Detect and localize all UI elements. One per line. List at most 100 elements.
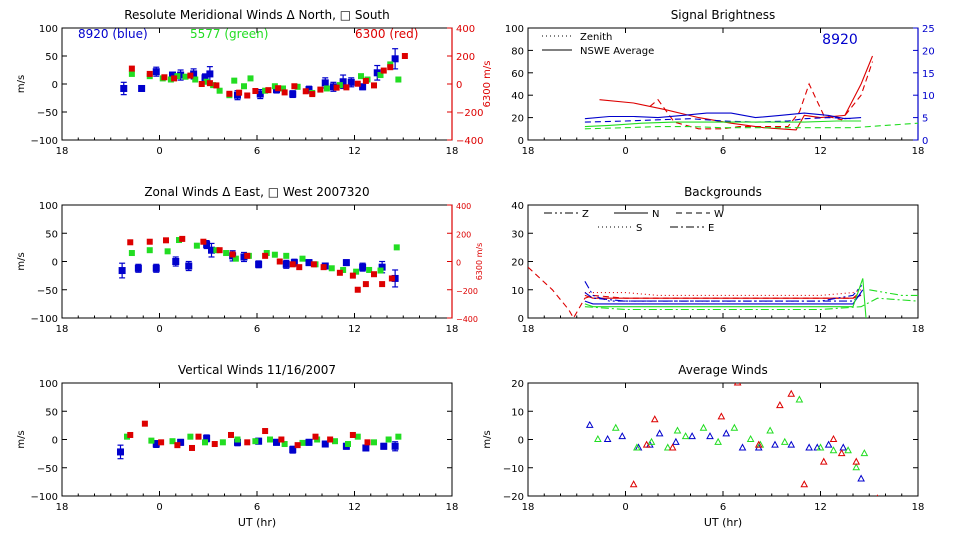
y-tick-label: −100 xyxy=(31,136,58,147)
data-point xyxy=(182,73,189,80)
data-point xyxy=(359,263,367,271)
x-tick-label: 6 xyxy=(720,324,726,335)
data-point xyxy=(672,437,680,445)
panel-zonal-winds: Zonal Winds Δ East, □ West 2007320 18 0 6 12… xyxy=(16,185,484,335)
y-tick-label: 0 xyxy=(518,314,524,325)
data-point xyxy=(164,248,171,255)
y2-tick-label: 400 xyxy=(456,202,471,211)
data-point xyxy=(787,389,796,397)
data-point xyxy=(281,441,288,448)
data-point xyxy=(241,83,247,90)
data-point xyxy=(371,82,377,89)
x-axis-label: UT (hr) xyxy=(238,516,276,529)
plot-area xyxy=(584,55,918,131)
data-point xyxy=(655,429,664,437)
data-point xyxy=(202,439,208,446)
data-point xyxy=(276,258,283,265)
data-point xyxy=(776,401,784,409)
y2-tick-label: 20 xyxy=(922,46,935,57)
data-point xyxy=(310,261,317,268)
data-point xyxy=(232,255,239,262)
plot-frame xyxy=(527,27,919,141)
data-point xyxy=(299,255,306,262)
data-point xyxy=(128,65,135,72)
data-point xyxy=(226,90,233,97)
series-line xyxy=(584,294,862,299)
data-point xyxy=(333,84,340,91)
data-point xyxy=(198,81,205,87)
y2-tick-label: 200 xyxy=(456,230,471,239)
data-point xyxy=(839,443,848,451)
data-point xyxy=(387,64,394,71)
y2-tick-label: 15 xyxy=(922,69,935,80)
x-tick-label: 18 xyxy=(56,502,69,513)
y-tick-label: 40 xyxy=(511,91,524,102)
x-tick-label: 18 xyxy=(912,146,925,157)
y2-tick-label: 25 xyxy=(922,24,935,35)
x-tick-label: 6 xyxy=(254,146,260,157)
data-point xyxy=(585,420,594,428)
data-point xyxy=(134,264,142,272)
data-point xyxy=(229,251,236,258)
data-point xyxy=(192,76,199,83)
data-point xyxy=(275,85,282,92)
data-point xyxy=(158,439,165,446)
y2-tick-label: 5 xyxy=(922,114,928,125)
data-point xyxy=(141,420,148,427)
data-point xyxy=(730,423,739,431)
data-point xyxy=(819,457,828,465)
x-tick-label: 12 xyxy=(814,146,827,157)
data-point xyxy=(206,80,213,87)
x-tick-label: 12 xyxy=(814,502,827,513)
x-tick-label: 18 xyxy=(912,324,925,335)
y-tick-label: 50 xyxy=(45,407,58,418)
data-point xyxy=(321,440,329,448)
x-tick-label: 0 xyxy=(156,146,162,157)
data-point xyxy=(738,443,747,451)
data-point xyxy=(281,89,288,96)
chart-title: Resolute Meridional Winds Δ North, □ Sou… xyxy=(124,8,390,22)
data-point xyxy=(393,244,400,251)
y2-tick-label: −200 xyxy=(456,108,483,119)
y2-tick-label: −400 xyxy=(456,136,483,147)
x-tick-label: 18 xyxy=(446,324,459,335)
data-point xyxy=(358,73,364,80)
data-point xyxy=(244,252,251,259)
data-point xyxy=(388,275,395,282)
series-line xyxy=(584,112,862,120)
data-point xyxy=(309,91,316,98)
data-point xyxy=(146,70,153,77)
data-point xyxy=(262,252,269,259)
x-tick-label: 18 xyxy=(522,324,535,335)
data-point xyxy=(722,429,731,437)
data-point xyxy=(231,77,238,84)
x-tick-label: 0 xyxy=(622,324,628,335)
data-point xyxy=(754,440,763,448)
data-point xyxy=(633,443,641,451)
y2-tick-label: 400 xyxy=(456,24,475,35)
data-point xyxy=(256,90,264,98)
data-point xyxy=(347,78,355,86)
plot-area xyxy=(585,383,879,496)
y-tick-label: 100 xyxy=(39,379,58,390)
y-tick-label: −10 xyxy=(503,464,524,475)
data-point xyxy=(771,440,779,448)
data-point xyxy=(663,443,672,451)
data-point xyxy=(354,286,361,293)
data-point xyxy=(829,434,838,442)
data-point xyxy=(187,72,194,79)
legend-entry: Zenith xyxy=(580,32,612,43)
legend-entry: 6300 (red) xyxy=(355,27,418,41)
data-point xyxy=(247,75,254,82)
plot-frame xyxy=(61,27,453,141)
y-tick-label: 20 xyxy=(511,114,524,125)
data-point xyxy=(146,238,153,245)
data-point xyxy=(252,438,259,445)
data-point xyxy=(379,281,386,288)
legend-entry: Z xyxy=(582,209,589,220)
x-tick-label: 12 xyxy=(348,324,361,335)
